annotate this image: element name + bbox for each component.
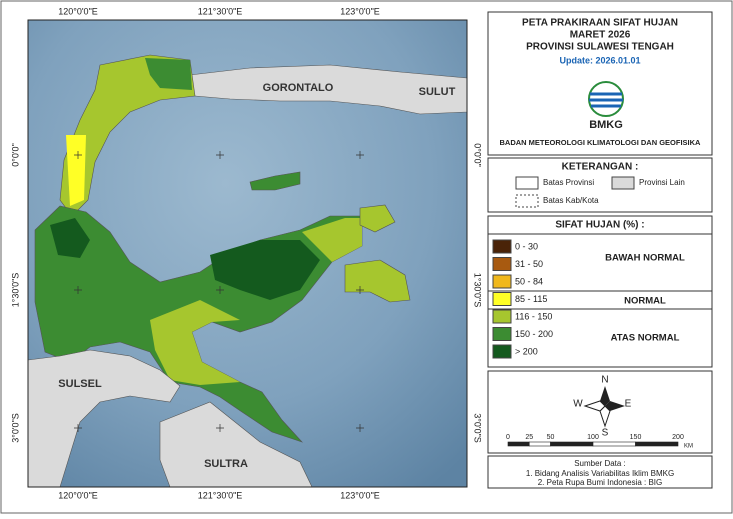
legend-swatch <box>492 292 512 306</box>
light-zone <box>150 300 240 385</box>
update-date: Update: 2026.01.01 <box>559 55 640 65</box>
scale-segment <box>507 441 530 447</box>
title-line: PROVINSI SULAWESI TENGAH <box>526 42 674 53</box>
keterangan-item: Batas Provinsi <box>543 178 594 187</box>
very-wet-zone <box>210 240 320 300</box>
lon-label: 121°30'0"E <box>198 490 243 500</box>
graticule-cross <box>74 424 82 432</box>
legend-label: > 200 <box>515 346 538 356</box>
place-label: SULSEL <box>58 378 102 390</box>
legend-swatch <box>492 239 512 254</box>
scale-tick-label: 100 <box>587 434 599 441</box>
legend-label: 31 - 50 <box>515 259 543 269</box>
legend-group: NORMAL <box>624 296 666 307</box>
sultra-land <box>159 401 313 488</box>
graticule-cross <box>356 424 364 432</box>
compass-letter: N <box>601 375 608 386</box>
togean-island <box>249 171 301 191</box>
scale-tick-label: 25 <box>525 434 533 441</box>
scale-unit: KM <box>684 444 693 450</box>
logo-text: BMKG <box>589 119 623 131</box>
graticule-cross <box>74 151 82 159</box>
scale-tick-label: 0 <box>506 434 510 441</box>
compass-letter: S <box>602 428 609 439</box>
scale-tick-label: 50 <box>547 434 555 441</box>
source-box <box>487 455 713 489</box>
legend-group: BAWAH NORMAL <box>605 253 685 264</box>
place-label: GORONTALO <box>263 82 334 94</box>
legend-swatch <box>492 309 512 324</box>
legend-label: 150 - 200 <box>515 329 553 339</box>
bmkg-logo <box>588 81 624 117</box>
keterangan-item: Provinsi Lain <box>639 178 685 187</box>
compass-n <box>600 386 610 406</box>
keterangan-title: KETERANGAN : <box>562 162 639 173</box>
lat-label: 0°0'0" <box>473 143 483 167</box>
lon-label: 120°0'0"E <box>58 6 98 16</box>
lat-label: 1°30'0"S <box>10 273 20 308</box>
lat-label: 0°0'0" <box>10 143 20 167</box>
graticule-cross <box>356 286 364 294</box>
legend-label: 85 - 115 <box>515 294 547 304</box>
banggai-island <box>344 259 411 303</box>
lon-label: 121°30'0"E <box>198 6 243 16</box>
swatch-batas-provinsi <box>515 176 539 190</box>
scale-tick-label: 200 <box>672 434 684 441</box>
compass-letter: W <box>573 399 583 410</box>
lat-label: 3°0'0"S <box>10 413 20 443</box>
compass-rose <box>583 386 625 428</box>
source-title: Sumber Data : <box>574 459 626 468</box>
graticule-cross <box>356 151 364 159</box>
map-area <box>27 19 468 488</box>
legend-label: 0 - 30 <box>515 241 538 251</box>
title-line: PETA PRAKIRAAN SIFAT HUJAN <box>522 18 678 29</box>
north-arm <box>59 54 196 217</box>
lat-label: 3°0'0"S <box>473 413 483 443</box>
legend-group: ATAS NORMAL <box>611 333 680 344</box>
graticule-cross <box>216 151 224 159</box>
lon-label: 123°0'0"E <box>340 490 380 500</box>
swatch-provinsi-lain <box>611 176 635 190</box>
legend-swatch <box>492 274 512 289</box>
scale-segment <box>528 441 551 447</box>
source-line: 2. Peta Rupa Bumi Indonesia : BIG <box>538 478 663 487</box>
place-label: SULUT <box>419 86 456 98</box>
legend-label: 50 - 84 <box>515 276 543 286</box>
scale-segment <box>550 441 594 447</box>
legend-swatch <box>492 344 512 359</box>
place-label: SULTRA <box>204 458 248 470</box>
legend-swatch <box>492 257 512 271</box>
compass-e <box>605 401 625 411</box>
scale-segment <box>592 441 636 447</box>
agency-name: BADAN METEOROLOGI KLIMATOLOGI DAN GEOFIS… <box>500 138 702 147</box>
source-line: 1. Bidang Analisis Variabilitas Iklim BM… <box>526 469 674 478</box>
north-arm-wet <box>145 58 192 90</box>
graticule-cross <box>216 424 224 432</box>
logo-waves <box>589 92 623 108</box>
light-zone-east <box>302 218 362 262</box>
peleng-island <box>359 204 396 233</box>
map-frame <box>27 19 468 488</box>
legend-title: SIFAT HUJAN (%) : <box>555 220 644 231</box>
graticule-cross <box>74 286 82 294</box>
gorontalo-land <box>189 64 468 115</box>
lon-label: 123°0'0"E <box>340 6 380 16</box>
lat-label: 1°30'0"S <box>473 273 483 308</box>
swatch-batas-kab <box>515 194 539 208</box>
legend-label: 116 - 150 <box>515 311 552 321</box>
title-line: MARET 2026 <box>570 30 631 41</box>
scale-tick-label: 150 <box>630 434 642 441</box>
scale-segment <box>635 441 679 447</box>
graticule-cross <box>216 286 224 294</box>
keterangan-item: Batas Kab/Kota <box>543 196 599 205</box>
normal-zone <box>66 135 86 206</box>
legend-swatch <box>492 327 512 341</box>
very-wet-zone-west <box>50 218 90 258</box>
compass-letter: E <box>625 399 632 410</box>
lon-label: 120°0'0"E <box>58 490 98 500</box>
